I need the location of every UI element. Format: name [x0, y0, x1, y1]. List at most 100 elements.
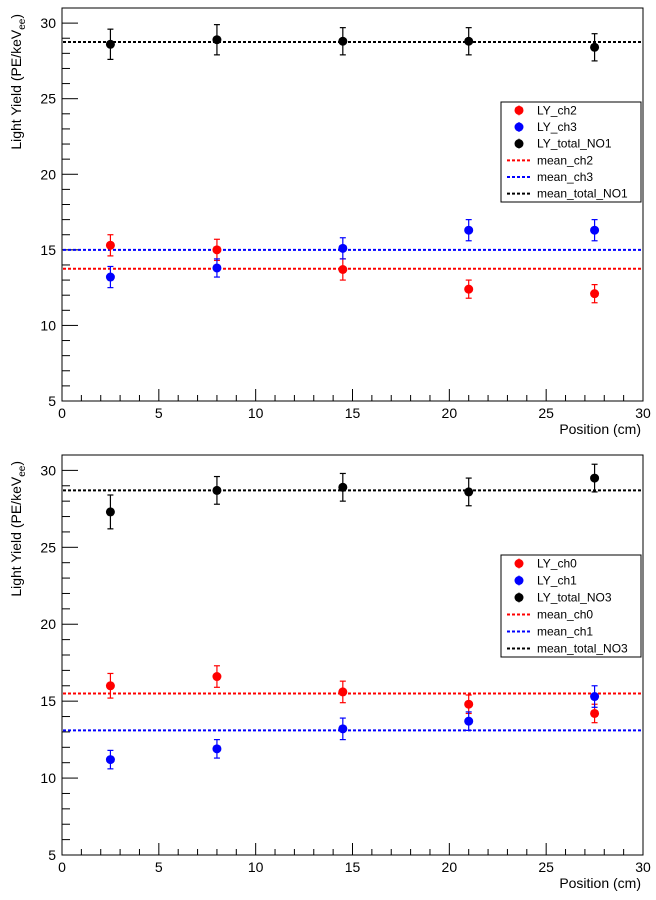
data-point — [105, 240, 115, 250]
x-axis-title: Position (cm) — [559, 875, 641, 891]
series-LY-ch3 — [105, 219, 600, 289]
x-tick-label: 5 — [155, 405, 163, 421]
x-tick-label: 5 — [155, 859, 163, 875]
x-tick-label: 20 — [442, 859, 458, 875]
legend-box — [500, 554, 642, 658]
legend-box — [500, 101, 642, 203]
legend-label: mean_ch3 — [537, 170, 593, 184]
x-tick-label: 20 — [442, 405, 458, 421]
data-point — [212, 672, 222, 682]
series-LY-ch1 — [105, 685, 600, 770]
y-tick-label: 10 — [40, 770, 56, 786]
data-point — [464, 225, 474, 235]
x-tick-label: 0 — [58, 859, 66, 875]
legend-marker — [514, 139, 524, 149]
y-tick-label: 30 — [40, 15, 56, 31]
data-point — [105, 39, 115, 49]
y-tick-label: 20 — [40, 166, 56, 182]
y-tick-label: 25 — [40, 91, 56, 107]
data-point — [105, 507, 115, 517]
y-tick-label: 15 — [40, 242, 56, 258]
legend: LY_ch2 LY_ch3 LY_total_NO1 mean_ch2 mean_ch3… — [500, 101, 642, 203]
x-tick-label: 25 — [538, 405, 554, 421]
y-tick-label: 15 — [40, 693, 56, 709]
data-point — [212, 263, 222, 273]
legend: LY_ch0 LY_ch1 LY_total_NO3 mean_ch0 mean_ch1… — [500, 554, 642, 658]
data-point — [590, 708, 600, 718]
legend-entry: LY_total_NO3 — [514, 591, 612, 605]
data-point — [464, 716, 474, 726]
legend-entry: mean_ch1 — [507, 625, 593, 639]
legend-label: mean_total_NO1 — [537, 187, 628, 201]
x-tick-label: 30 — [635, 405, 651, 421]
x-tick-label: 30 — [635, 859, 651, 875]
plot-frame — [61, 7, 644, 402]
data-point — [212, 245, 222, 255]
legend-entry: mean_ch2 — [507, 153, 593, 167]
data-point — [212, 35, 222, 45]
legend-entry: mean_total_NO3 — [507, 642, 628, 656]
legend-entry: mean_total_NO1 — [507, 187, 628, 201]
data-point — [338, 687, 348, 697]
legend-entry: mean_ch3 — [507, 170, 593, 184]
data-point — [464, 36, 474, 46]
x-axis-title: Position (cm) — [559, 421, 641, 437]
data-point — [212, 744, 222, 754]
y-tick-label: 30 — [40, 462, 56, 478]
legend-entry: LY_ch0 — [514, 557, 577, 571]
data-point — [590, 225, 600, 235]
legend-entry: LY_ch3 — [514, 120, 577, 134]
series-LY-ch2 — [105, 234, 600, 304]
y-tick-label: 10 — [40, 317, 56, 333]
data-point — [338, 482, 348, 492]
data-point — [464, 284, 474, 294]
legend-entry: LY_total_NO1 — [514, 137, 612, 151]
legend-label: mean_total_NO3 — [537, 642, 628, 656]
data-point — [464, 487, 474, 497]
x-tick-label: 25 — [538, 859, 554, 875]
legend-marker — [514, 576, 524, 585]
legend-marker — [514, 559, 524, 568]
legend-label: LY_ch0 — [537, 557, 577, 571]
data-point — [105, 272, 115, 282]
legend-marker — [514, 593, 524, 602]
y-tick-label: 5 — [48, 847, 56, 863]
legend-entry: LY_ch1 — [514, 574, 577, 588]
data-point — [338, 724, 348, 734]
legend-label: LY_ch3 — [537, 120, 577, 134]
data-point — [105, 755, 115, 765]
data-point — [590, 473, 600, 483]
data-point — [105, 681, 115, 691]
series-LY-total-NO3 — [105, 463, 600, 530]
series-LY-ch0 — [105, 665, 600, 724]
legend-label: LY_ch2 — [537, 103, 577, 117]
x-tick-label: 10 — [248, 859, 264, 875]
legend-label: LY_total_NO3 — [537, 591, 612, 605]
x-tick-label: 15 — [345, 859, 361, 875]
y-axis-title: Light Yield (PE/keVee) — [8, 461, 28, 597]
x-tick-label: 0 — [58, 405, 66, 421]
legend-label: mean_ch2 — [537, 153, 593, 167]
legend-marker — [514, 105, 524, 115]
y-axis-title: Light Yield (PE/keVee) — [8, 14, 28, 150]
legend-label: LY_ch1 — [537, 574, 577, 588]
x-tick-label: 15 — [345, 405, 361, 421]
data-point — [338, 264, 348, 274]
data-point — [590, 42, 600, 52]
data-point — [212, 485, 222, 495]
legend-label: mean_ch1 — [537, 625, 593, 639]
legend-label: mean_ch0 — [537, 608, 593, 622]
y-tick-label: 5 — [48, 393, 56, 409]
legend-entry: mean_ch0 — [507, 608, 593, 622]
data-point — [590, 289, 600, 299]
data-point — [464, 699, 474, 709]
data-point — [338, 243, 348, 253]
legend-label: LY_total_NO1 — [537, 137, 612, 151]
legend-entry: LY_ch2 — [514, 103, 577, 117]
data-point — [590, 692, 600, 702]
y-tick-label: 20 — [40, 616, 56, 632]
series-LY-total-NO1 — [105, 24, 600, 62]
